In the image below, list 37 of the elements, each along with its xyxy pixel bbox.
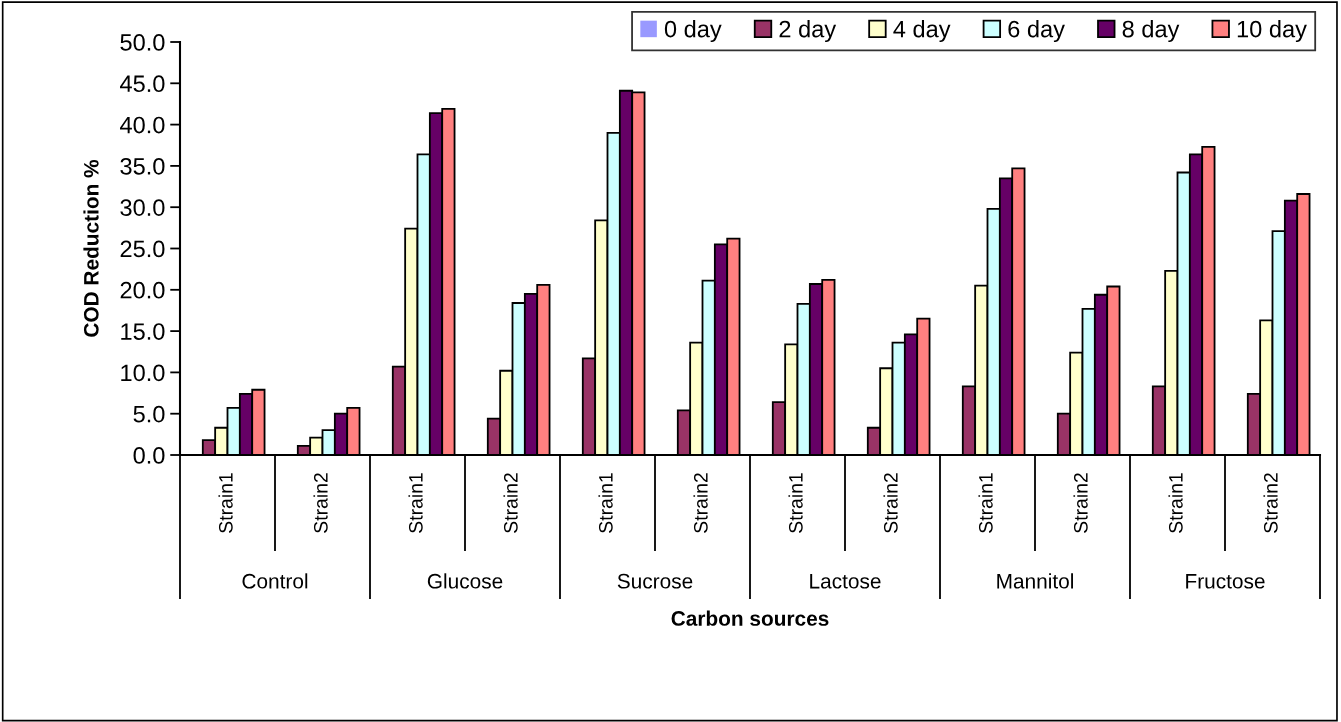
legend-label: 0 day [664,20,722,43]
legend-label: 4 day [893,20,951,43]
y-tick-label: 35.0 [120,157,165,175]
y-tick-label: 10.0 [121,364,165,382]
text: Fructose [1186,574,1265,589]
text: Lactose [810,574,881,589]
x-tick-label: Strain2 [1263,473,1278,533]
legend-label: 2 day [779,20,837,43]
text: Mannitol [997,573,1073,589]
y-tick-label: 15.0 [121,323,165,340]
y-tick-label: 50.0 [120,34,165,51]
text: Glucose [427,573,503,589]
x-tick-label: Strain2 [883,473,898,533]
legend-label: 6 day [1008,20,1065,43]
x-tick-label: Strain1 [598,473,613,533]
y-tick-label: 20.0 [120,281,165,299]
x-tick-label: Strain2 [313,473,328,533]
y-tick-label: 0.0 [133,447,165,464]
y-tick-label: 25.0 [120,240,165,258]
legend-label: 10 day [1237,20,1307,43]
y-axis-title: COD Reduction % [83,159,99,337]
y-tick-label: 40.0 [120,116,165,134]
text: Sucrose [617,573,693,589]
x-axis-title: Carbon sources [671,610,829,626]
x-tick-label: Strain1 [978,473,993,533]
y-tick-label: 30.0 [120,199,165,216]
x-tick-label: Strain2 [1073,473,1088,533]
text: Control [242,573,308,589]
x-tick-label: Strain1 [1168,473,1183,533]
x-tick-label: Strain2 [503,473,518,533]
x-tick-label: Strain1 [218,473,233,533]
x-tick-label: Strain1 [408,473,423,533]
y-tick-label: 5.0 [133,405,165,423]
x-tick-label: Strain2 [693,473,708,533]
y-tick-label: 45.0 [120,75,165,93]
x-tick-label: Strain1 [788,473,803,533]
legend-label: 8 day [1122,20,1180,43]
